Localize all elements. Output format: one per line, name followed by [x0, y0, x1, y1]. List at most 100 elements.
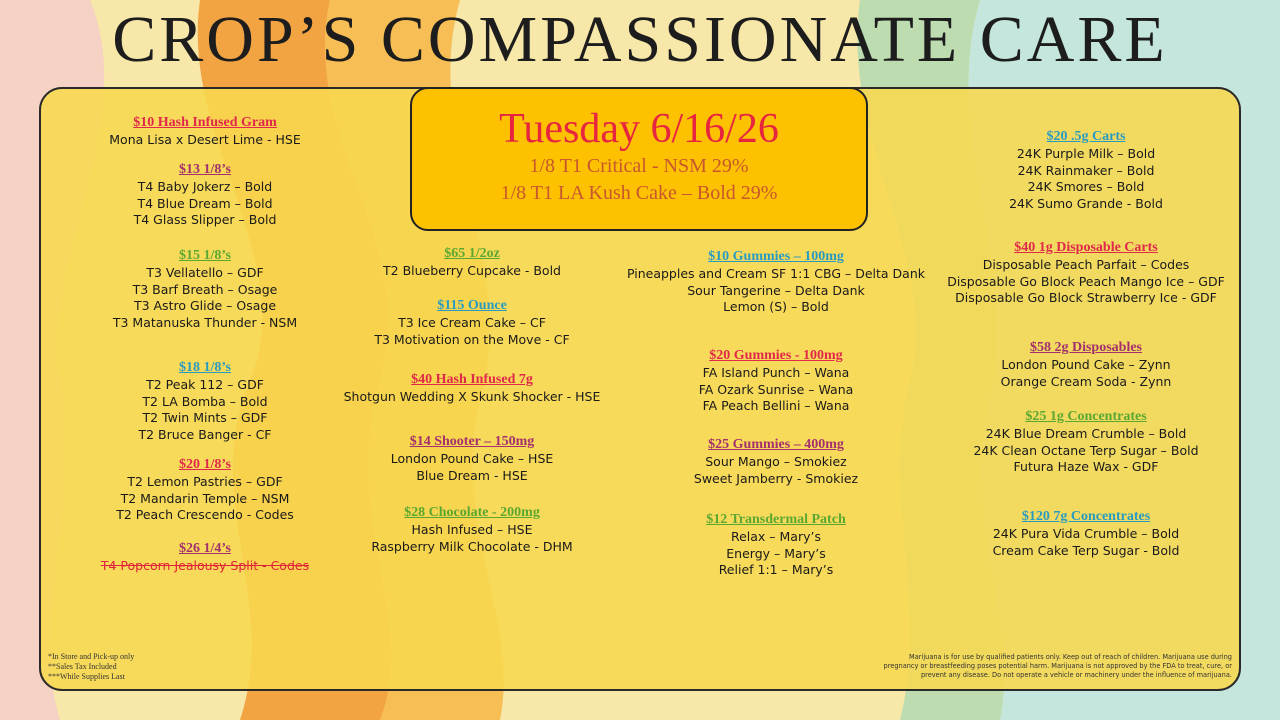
- menu-item: 24K Blue Dream Crumble – Bold: [985, 426, 1187, 441]
- menu-item: 24K Sumo Grande - Bold: [1009, 196, 1163, 212]
- daily-special-box: Tuesday 6/16/26 1/8 T1 Critical - NSM 29…: [410, 87, 868, 231]
- section-heading: $20 1/8’s: [179, 457, 231, 472]
- menu-item: Relax – Mary’s: [730, 529, 821, 544]
- footnote: *In Store and Pick-up only: [48, 652, 135, 661]
- section-heading: $40 Hash Infused 7g: [411, 372, 533, 387]
- section-heading: $115 Ounce: [437, 298, 507, 313]
- menu-item: T2 Lemon Pastries – GDF: [127, 474, 283, 489]
- menu-item: FA Peach Bellini – Wana: [702, 398, 850, 414]
- menu-item: FA Island Punch – Wana: [702, 365, 850, 380]
- menu-section: $20 .5g Carts 24K Purple Milk – Bold 24K R…: [926, 128, 1246, 213]
- disclaimer-line: Marijuana is for use by qualified patien…: [909, 653, 1232, 661]
- menu-section: $25 1g Concentrates 24K Blue Dream Crumbl…: [926, 408, 1246, 476]
- section-heading: $10 Hash Infused Gram: [133, 115, 277, 130]
- section-heading: $120 7g Concentrates: [1021, 509, 1151, 524]
- footnote: ***While Supplies Last: [48, 672, 125, 681]
- section-heading: $12 Transdermal Patch: [706, 512, 846, 527]
- menu-section: $65 1/2oz T2 Blueberry Cupcake - Bold: [312, 245, 632, 280]
- menu-item: T2 Mandarin Temple – NSM: [120, 490, 290, 506]
- menu-section: $15 1/8’s T3 Vellatello – GDF T3 Barf Brea…: [45, 247, 365, 332]
- menu-item: Sour Mango – Smokiez: [705, 454, 847, 469]
- menu-item: Lemon (S) – Bold: [723, 299, 829, 315]
- section-heading: $26 1/4’s: [179, 541, 231, 556]
- menu-item: T2 Bruce Banger - CF: [138, 427, 272, 443]
- menu-item: T2 LA Bomba – Bold: [142, 393, 268, 409]
- menu-item: 24K Pura Vida Crumble – Bold: [992, 526, 1180, 541]
- section-heading: $20 .5g Carts: [1046, 129, 1126, 144]
- menu-section: $20 1/8’s T2 Lemon Pastries – GDF T2 Manda…: [45, 456, 365, 524]
- menu-item: London Pound Cake – Zynn: [1001, 357, 1171, 372]
- menu-item: 24K Clean Octane Terp Sugar – Bold: [973, 442, 1199, 458]
- menu-section: $12 Transdermal Patch Relax – Mary’s Energ…: [616, 511, 936, 579]
- menu-item: 24K Purple Milk – Bold: [1016, 146, 1156, 161]
- menu-item: T3 Ice Cream Cake – CF: [398, 315, 546, 330]
- section-heading: $18 1/8’s: [179, 360, 231, 375]
- section-heading: $10 Gummies – 100mg: [708, 249, 844, 264]
- menu-section: $40 Hash Infused 7g Shotgun Wedding X Sku…: [312, 371, 632, 406]
- menu-item: T4 Popcorn Jealousy Split - Codes: [100, 558, 310, 573]
- menu-item: Sour Tangerine – Delta Dank: [687, 282, 865, 298]
- menu-item: Futura Haze Wax - GDF: [1013, 459, 1159, 475]
- section-heading: $15 1/8’s: [179, 248, 231, 263]
- menu-section: $10 Gummies – 100mg Pineapples and Cream …: [616, 248, 936, 316]
- disclaimer-line: pregnancy or breastfeeding poses potenti…: [883, 662, 1232, 670]
- menu-item: Mona Lisa x Desert Lime - HSE: [109, 132, 301, 147]
- section-heading: $25 Gummies – 400mg: [708, 437, 844, 452]
- menu-item: Disposable Go Block Strawberry Ice - GDF: [955, 290, 1217, 306]
- date: Tuesday 6/16/26: [499, 106, 779, 152]
- special-line: 1/8 T1 LA Kush Cake – Bold 29%: [500, 182, 778, 204]
- section-heading: $58 2g Disposables: [1029, 340, 1143, 355]
- menu-item: T2 Twin Mints – GDF: [142, 410, 268, 426]
- menu-item: Shotgun Wedding X Skunk Shocker - HSE: [343, 389, 601, 404]
- menu-item: Energy – Mary’s: [726, 545, 826, 561]
- menu-item: Disposable Peach Parfait – Codes: [982, 257, 1190, 272]
- menu-item: T3 Astro Glide – Osage: [133, 298, 277, 314]
- section-heading: $14 Shooter – 150mg: [409, 434, 535, 449]
- section-heading: $40 1g Disposable Carts: [1014, 240, 1158, 255]
- menu-section: $20 Gummies - 100mg FA Island Punch – Wan…: [616, 347, 936, 415]
- footnotes: *In Store and Pick-up only **Sales Tax I…: [48, 652, 134, 682]
- menu-item: 24K Smores – Bold: [1027, 179, 1145, 195]
- section-heading: $13 1/8’s: [179, 162, 231, 177]
- menu-item: Pineapples and Cream SF 1:1 CBG – Delta …: [626, 266, 926, 281]
- menu-item: Orange Cream Soda - Zynn: [1000, 373, 1172, 389]
- menu-section: $115 Ounce T3 Ice Cream Cake – CF T3 Motiv…: [312, 297, 632, 348]
- menu-item: T2 Peach Crescendo - Codes: [116, 507, 294, 523]
- menu-item: T4 Blue Dream – Bold: [137, 195, 273, 211]
- menu-item: FA Ozark Sunrise – Wana: [698, 381, 854, 397]
- menu-item: Disposable Go Block Peach Mango Ice – GD…: [947, 273, 1225, 289]
- section-heading: $65 1/2oz: [444, 246, 500, 261]
- menu-section: $18 1/8’s T2 Peak 112 – GDF T2 LA Bomba – …: [45, 359, 365, 444]
- menu-item: T3 Matanuska Thunder - NSM: [112, 315, 298, 331]
- menu-item: T3 Barf Breath – Osage: [132, 281, 278, 297]
- menu-section: $13 1/8’s T4 Baby Jokerz – Bold T4 Blue Dr…: [45, 161, 365, 229]
- menu-item: T4 Baby Jokerz – Bold: [137, 179, 273, 194]
- section-heading: $28 Chocolate - 200mg: [404, 505, 540, 520]
- special-line: 1/8 T1 Critical - NSM 29%: [529, 155, 749, 177]
- menu-item: T3 Vellatello – GDF: [146, 265, 264, 280]
- menu-section: $40 1g Disposable Carts Disposable Peach …: [926, 239, 1246, 307]
- menu-section: $120 7g Concentrates 24K Pura Vida Crumbl…: [926, 508, 1246, 559]
- menu-section: $25 Gummies – 400mg Sour Mango – Smokiez S…: [616, 436, 936, 487]
- menu-item: Raspberry Milk Chocolate - DHM: [371, 538, 573, 554]
- menu-item: London Pound Cake – HSE: [390, 451, 554, 466]
- menu-item: T3 Motivation on the Move - CF: [374, 331, 570, 347]
- menu-item: Cream Cake Terp Sugar - Bold: [992, 542, 1180, 558]
- menu-item: Hash Infused – HSE: [411, 522, 533, 537]
- menu-item: T4 Glass Slipper – Bold: [133, 212, 277, 228]
- menu-item: Relief 1:1 – Mary’s: [718, 562, 834, 578]
- menu-section: $14 Shooter – 150mg London Pound Cake – H…: [312, 433, 632, 484]
- disclaimer-line: prevent any disease. Do not operate a ve…: [920, 671, 1232, 679]
- store-title: CROP’S COMPASSIONATE CARE: [112, 3, 1168, 76]
- menu-section: $26 1/4’s T4 Popcorn Jealousy Split - Cod…: [45, 540, 365, 575]
- menu-section: $10 Hash Infused Gram Mona Lisa x Desert …: [45, 114, 365, 149]
- menu-section: $58 2g Disposables London Pound Cake – Zy…: [926, 339, 1246, 390]
- menu-item: T2 Peak 112 – GDF: [146, 377, 264, 392]
- section-heading: $25 1g Concentrates: [1025, 409, 1147, 424]
- menu-item: T2 Blueberry Cupcake - Bold: [383, 263, 561, 278]
- menu-item: Blue Dream - HSE: [416, 467, 528, 483]
- menu-item: Sweet Jamberry - Smokiez: [693, 470, 859, 486]
- menu-item: 24K Rainmaker – Bold: [1017, 162, 1155, 178]
- menu-section: $28 Chocolate - 200mg Hash Infused – HSE R…: [312, 504, 632, 555]
